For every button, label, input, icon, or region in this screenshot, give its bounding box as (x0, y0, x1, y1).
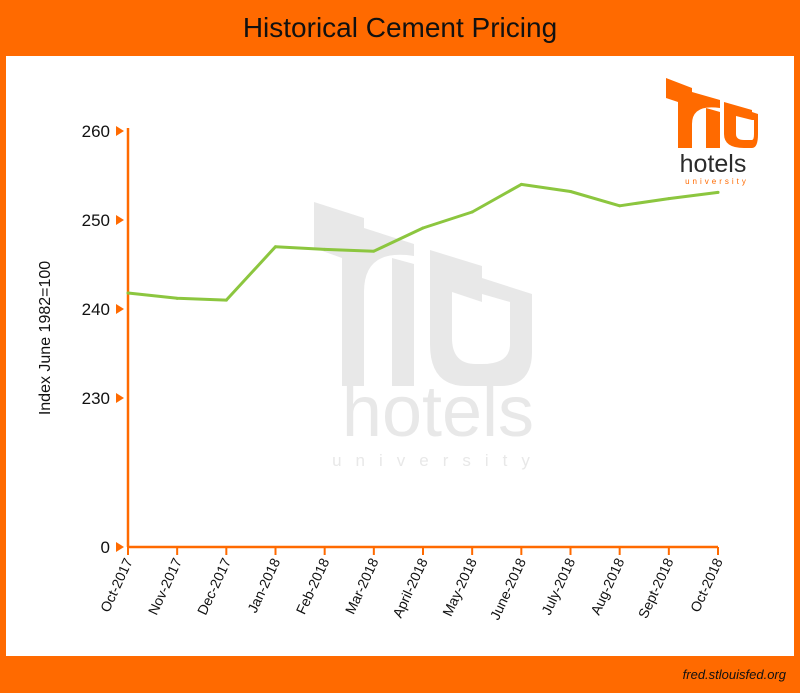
x-tick-label: Sept-2018 (635, 555, 677, 621)
footer-bar (0, 656, 800, 693)
data-point (224, 298, 228, 302)
logo-text: hotels (680, 150, 747, 178)
data-point (569, 190, 572, 194)
data-point (470, 210, 474, 214)
y-tick-mark (116, 215, 124, 225)
data-point (716, 190, 720, 194)
data-point (274, 245, 277, 249)
y-tick-label: 260 (82, 122, 110, 141)
y-tick-label: 0 (101, 538, 110, 557)
data-point (519, 182, 523, 186)
y-tick-label: 230 (82, 389, 110, 408)
series-line (126, 182, 720, 302)
y-tick-label: 250 (82, 211, 110, 230)
data-point (175, 296, 179, 300)
y-tick-label: 240 (82, 300, 110, 319)
brand-logo-icon: hotels university (666, 78, 758, 186)
logo-subtext: university (685, 177, 749, 186)
y-ticks: 0 230 240 250 260 (82, 122, 124, 557)
chart-title: Historical Cement Pricing (242, 12, 558, 43)
y-tick-mark (116, 126, 124, 136)
data-point (126, 291, 130, 295)
y-tick-mark (116, 304, 124, 314)
x-tick-label: April-2018 (389, 555, 431, 620)
data-point (618, 204, 622, 208)
chart-frame (0, 56, 800, 656)
x-tick-label: Dec-2017 (194, 555, 234, 617)
x-tick-label: Feb-2018 (293, 555, 333, 616)
title-bar (0, 0, 800, 56)
x-tick-label: Oct-2017 (97, 555, 136, 614)
y-tick-mark (116, 542, 124, 552)
x-tick-label: Jan-2018 (244, 555, 283, 615)
data-point (372, 249, 376, 253)
data-point (667, 197, 671, 201)
watermark-subtext: university (332, 451, 544, 470)
x-tick-label: July-2018 (538, 555, 578, 617)
x-tick-label: Nov-2017 (145, 555, 185, 617)
x-tick-label: Mar-2018 (342, 555, 382, 616)
data-point (323, 247, 327, 251)
y-tick-mark (116, 393, 124, 403)
y-axis-label: Index June 1982=100 (37, 261, 54, 415)
source-label: fred.stlouisfed.org (682, 667, 786, 682)
x-ticks: Oct-2017 Nov-2017 Dec-2017 Jan-2018 Feb-2018… (97, 547, 726, 622)
data-point (421, 226, 425, 230)
x-tick-label: Oct-2018 (687, 555, 726, 614)
series-layer (126, 182, 720, 302)
x-tick-label: Aug-2018 (587, 555, 627, 617)
watermark-logo-icon: hotels university (314, 202, 544, 470)
watermark-text: hotels (342, 372, 534, 452)
x-tick-label: June-2018 (487, 555, 530, 622)
x-tick-label: May-2018 (439, 555, 480, 618)
